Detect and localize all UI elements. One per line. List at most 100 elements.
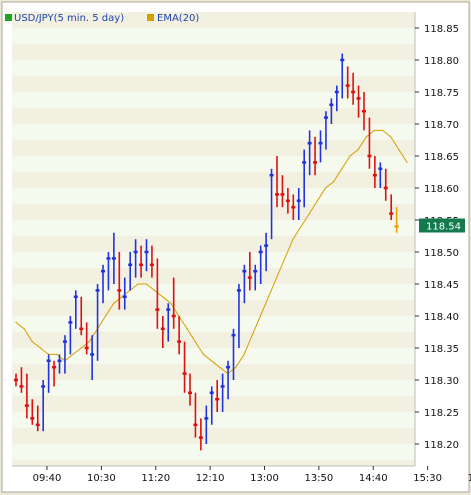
ema-point [113, 302, 115, 304]
ema-point [162, 296, 164, 298]
price-bar [307, 130, 312, 176]
ema-point [56, 353, 58, 355]
y-tick-label: 118.50 [424, 248, 459, 259]
x-axis: 09:40 10:30 11:20 12:10 13:00 13:50 14:40 15:30… [12, 465, 471, 490]
price-bar [198, 418, 203, 451]
price-bar [313, 136, 318, 176]
ema-point [243, 353, 245, 355]
price-bar [394, 207, 399, 233]
price-bar [128, 252, 133, 291]
price-bar [367, 117, 372, 169]
y-tick-label: 118.80 [424, 56, 459, 67]
x-tick-label: 09:40 [33, 473, 62, 484]
grid-band [12, 124, 415, 140]
price-bar [177, 316, 182, 355]
price-bar [329, 98, 334, 124]
legend-label-ema: EMA(20) [157, 13, 199, 24]
ema-point [308, 213, 310, 215]
price-bar [275, 156, 279, 208]
price-bar [144, 239, 149, 272]
y-tick-label: 118.40 [424, 312, 459, 323]
ema-point [284, 257, 286, 259]
ema-point [170, 302, 172, 304]
y-tick-label: 118.65 [424, 152, 459, 163]
ema-point [251, 334, 253, 336]
ema-point [88, 341, 90, 343]
grid-band [12, 28, 415, 44]
price-bar [117, 252, 122, 310]
price-bar [139, 245, 144, 278]
price-bar [46, 354, 51, 393]
price-bar [362, 92, 366, 131]
y-axis-panel [415, 12, 467, 466]
ema-point [202, 353, 204, 355]
price-bar [155, 258, 160, 329]
price-bar [90, 335, 95, 380]
y-tick-label: 118.85 [424, 24, 459, 35]
price-bar [14, 373, 18, 387]
grid-band [12, 460, 415, 466]
price-bar [372, 156, 377, 188]
ema-point [300, 225, 302, 227]
price-bar [52, 360, 57, 387]
x-tick-label: 11:20 [141, 473, 170, 484]
ema-point [365, 136, 367, 138]
ema-point [137, 283, 139, 285]
price-bar [101, 264, 105, 304]
y-tick-label: 118.70 [424, 120, 459, 131]
price-bar [35, 405, 40, 432]
price-bar [345, 66, 350, 99]
last-price-tag: 118.54 [419, 218, 465, 233]
x-axis-panel [12, 466, 467, 490]
ema-point [210, 360, 213, 362]
price-bar [253, 264, 258, 291]
price-bar [340, 53, 345, 99]
ema-point [186, 328, 188, 330]
price-bar [79, 296, 84, 336]
price-bar [356, 85, 361, 118]
price-bar [291, 194, 296, 220]
price-bar [111, 232, 116, 284]
ema-point [153, 289, 156, 291]
grid-band [12, 60, 415, 76]
grid-band [12, 236, 415, 252]
ema-point [292, 238, 294, 240]
y-tick-label: 118.30 [424, 376, 459, 387]
ema-point [23, 328, 25, 330]
price-bar [258, 245, 263, 284]
price-bar [242, 264, 247, 304]
grid-band [12, 204, 415, 220]
price-bar [231, 328, 236, 380]
ema-point [373, 129, 375, 131]
price-bar [302, 149, 307, 208]
price-bar [226, 360, 231, 400]
price-bar [62, 335, 67, 374]
grid-band [12, 252, 415, 268]
grid-band [12, 316, 415, 332]
x-tick-label: 13:50 [304, 473, 333, 484]
price-bar [318, 130, 323, 163]
ema-point [267, 296, 270, 298]
ema-point [219, 366, 221, 368]
ema-point [316, 200, 318, 202]
price-bar [30, 399, 35, 425]
grid-band [12, 300, 415, 316]
grid-band [12, 156, 415, 172]
ema-point [121, 296, 123, 298]
price-bar [389, 194, 394, 220]
price-bar [351, 72, 356, 105]
grid-band [12, 140, 415, 156]
ema-point [349, 155, 351, 157]
y-tick-label: 118.35 [424, 344, 459, 355]
ema-point [194, 341, 196, 343]
ema-point [235, 366, 237, 368]
x-tick-label: 16:20 [468, 473, 471, 484]
grid-band [12, 380, 415, 396]
price-bar [19, 367, 24, 393]
ema-point [72, 353, 74, 355]
price-bar [269, 168, 274, 240]
grid-band [12, 444, 415, 460]
ema-point [324, 187, 327, 189]
y-tick-label: 118.20 [424, 440, 459, 451]
